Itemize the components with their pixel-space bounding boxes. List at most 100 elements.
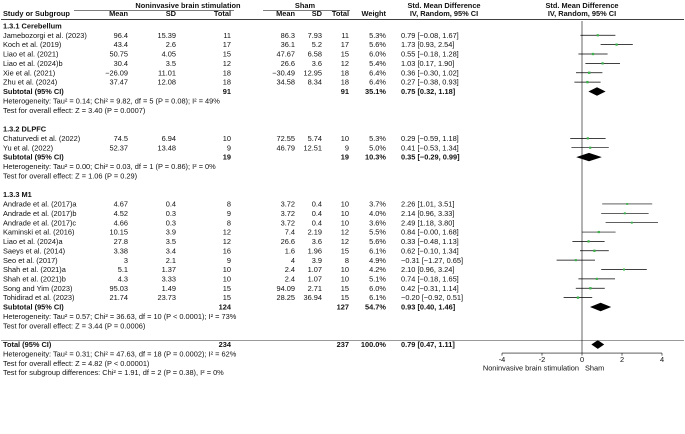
cell-sd1: 1.49 [162,284,176,293]
cell-ci: 0.35 [−0.29, 0.99] [401,153,460,162]
cell-sd2: 1.07 [308,274,322,283]
effect-marker [586,137,589,140]
study-row: Chaturvedi et al. (2022) 74.5 6.94 10 72.55 5… [3,134,459,143]
cell-m2: 46.79 [277,143,296,152]
cell-n2: 237 [337,340,349,349]
effect-marker [574,259,577,262]
effect-marker [589,287,592,290]
cell-m2: 36.1 [281,40,295,49]
cell-sd2: 7.93 [308,31,322,40]
study-label: Shah et al. (2021)b [3,274,66,283]
cell-w: 4.0% [369,209,386,218]
cell-m1: 30.4 [114,59,128,68]
cell-m1: 50.75 [110,50,129,59]
cell-m1: 95.03 [110,284,129,293]
header-mean-exp: Mean [109,9,128,18]
cell-w: 6.1% [369,293,386,302]
cell-sd2: 3.6 [312,59,322,68]
cell-ci: 0.33 [−0.48, 1.13] [401,237,459,246]
stats-note: Test for subgroup differences: Chi² = 1.… [3,368,224,377]
stats-note: Test for overall effect: Z = 3.44 (P = 0… [3,321,145,330]
cell-n1: 15 [223,50,231,59]
cell-sd2: 2.19 [308,228,322,237]
cell-m2: 26.6 [281,59,295,68]
cell-ci: 0.42 [−0.31, 1.14] [401,284,459,293]
effect-marker [596,34,599,37]
cell-sd1: 0.3 [166,209,176,218]
cell-sd1: 23.73 [158,293,177,302]
study-label: Koch et al. (2019) [3,40,61,49]
header-weight: Weight [362,9,387,18]
x-tick-label: 0 [580,355,584,364]
cell-sd2: 12.95 [304,68,323,77]
cell-n2: 12 [341,237,349,246]
cell-m1: 3 [124,256,128,265]
study-row: Shah et al. (2021)b 4.3 3.33 10 2.4 1.07 10 5.1… [3,274,459,283]
subtotal-diamond [590,302,612,312]
cell-m1: 43.4 [114,40,128,49]
cell-w: 5.4% [369,59,386,68]
header-study: Study or Subgroup [3,9,70,18]
cell-sd2: 1.07 [308,265,322,274]
cell-n1: 9 [227,209,231,218]
study-label: Jamebozorgi et al. (2023) [3,31,87,40]
cell-ci: 0.27 [−0.38, 0.93] [401,78,459,87]
study-row: Shah et al. (2021)a 5.1 1.37 10 2.4 1.07 10 4.2… [3,265,454,274]
cell-sd1: 2.6 [166,40,176,49]
effect-marker [623,212,626,215]
cell-m2: 26.6 [281,237,295,246]
effect-marker [626,202,629,205]
study-row: Jamebozorgi et al. (2023) 96.4 15.39 11 86.3… [3,31,459,40]
cell-m1: 5.1 [118,265,128,274]
cell-ci: 0.93 [0.40, 1.46] [401,303,456,312]
cell-m2: 47.67 [277,50,296,59]
cell-n2: 10 [341,274,349,283]
cell-w: 6.4% [369,68,386,77]
cell-sd1: 2.1 [166,256,176,265]
cell-n1: 18 [223,78,231,87]
x-tick-label: 2 [620,355,624,364]
study-label: Liao et al. (2021) [3,50,58,59]
study-label: Zhu et al. (2024) [3,78,57,87]
stats-note: Heterogeneity: Tau² = 0.00; Chi² = 0.03,… [3,162,216,171]
cell-w: 6.0% [369,284,386,293]
cell-ci: 0.29 [−0.59, 1.18] [401,134,459,143]
cell-n2: 8 [345,256,349,265]
study-row: Liao et al. (2021) 50.75 4.05 15 47.67 6.58 15… [3,50,459,59]
study-label: Yu et al. (2022) [3,143,53,152]
cell-ci: 0.84 [−0.00, 1.68] [401,228,459,237]
stats-note: Test for overall effect: Z = 4.82 (P < 0… [3,359,149,368]
study-row: Liao et al. (2024)b 30.4 3.5 12 26.6 3.6 12 5.4… [3,59,454,68]
cell-w: 4.2% [369,265,386,274]
study-row: Koch et al. (2019) 43.4 2.6 17 36.1 5.2 17 5.6%… [3,40,454,49]
study-row: Zhu et al. (2024) 37.47 12.08 18 34.58 8.34 18… [3,78,459,87]
cell-m2: 3.72 [281,200,295,209]
header-sd-ctl: SD [312,9,323,18]
cell-n2: 10 [341,134,349,143]
cell-m2: 28.25 [277,293,296,302]
header-plot-title: Std. Mean Difference [545,1,618,10]
cell-n1: 17 [223,40,231,49]
study-label: Kaminski et al. (2016) [3,228,74,237]
study-row: Yu et al. (2022) 52.37 13.48 9 46.79 12.51 9 5.… [3,143,459,152]
header-mean-ctl: Mean [276,9,295,18]
cell-n1: 9 [227,143,231,152]
cell-sd1: 6.94 [162,134,176,143]
stats-note: Test for overall effect: Z = 1.06 (P = 0… [3,171,137,180]
cell-m1: 4.52 [114,209,128,218]
study-label: Chaturvedi et al. (2022) [3,134,80,143]
cell-n2: 15 [341,246,349,255]
cell-m1: 74.5 [114,134,128,143]
header-plot-method: IV, Random, 95% CI [548,9,616,18]
cell-w: 54.7% [365,303,386,312]
cell-n1: 15 [223,284,231,293]
cell-n2: 9 [345,143,349,152]
cell-n1: 124 [219,303,232,312]
subtotal-row: Subtotal (95% CI) 19 19 10.3% 0.35 [−0.29, 0… [3,153,460,162]
study-label: Liao et al. (2024)b [3,59,63,68]
stats-note: Heterogeneity: Tau² = 0.14; Chi² = 9.82,… [3,96,220,105]
cell-w: 5.0% [369,143,386,152]
cell-sd1: 3.33 [162,274,176,283]
